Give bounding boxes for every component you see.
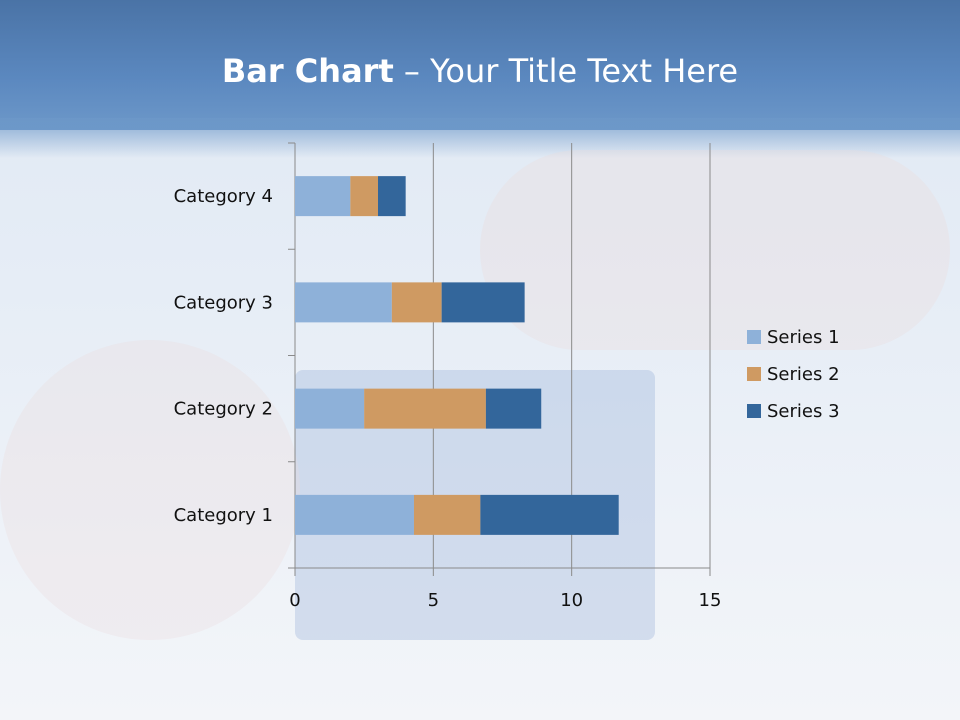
bar-series-3 (378, 176, 406, 217)
background-photo-hand (480, 150, 950, 350)
band-fade (0, 118, 960, 158)
bar-series-2 (364, 388, 486, 429)
category-label: Category 3 (174, 292, 273, 313)
bar-series-1 (295, 494, 414, 535)
bar-series-3 (441, 282, 525, 323)
category-label: Category 4 (174, 186, 273, 207)
slide-title: Bar Chart – Your Title Text Here (221, 52, 739, 90)
bar-series-1 (295, 388, 365, 429)
category-label: Category 1 (174, 505, 273, 526)
category-label: Category 2 (174, 399, 273, 420)
x-tick-label: 15 (699, 590, 722, 611)
legend-label: Series 3 (767, 401, 840, 422)
legend-swatch (747, 330, 761, 344)
title-band (0, 0, 960, 130)
x-tick-label: 0 (289, 590, 300, 611)
background-photo-hand-left (0, 340, 300, 640)
bar-series-3 (480, 494, 619, 535)
legend-label: Series 2 (767, 364, 840, 385)
legend-label: Series 1 (767, 327, 840, 348)
bar-series-2 (413, 494, 481, 535)
bar-series-2 (391, 282, 442, 323)
bar-series-1 (295, 282, 392, 323)
x-tick-label: 10 (560, 590, 583, 611)
bar-series-2 (350, 176, 378, 217)
x-tick-label: 5 (428, 590, 439, 611)
legend-swatch (747, 367, 761, 381)
bar-series-3 (485, 388, 542, 429)
legend-swatch (747, 404, 761, 418)
bar-series-1 (295, 176, 351, 217)
